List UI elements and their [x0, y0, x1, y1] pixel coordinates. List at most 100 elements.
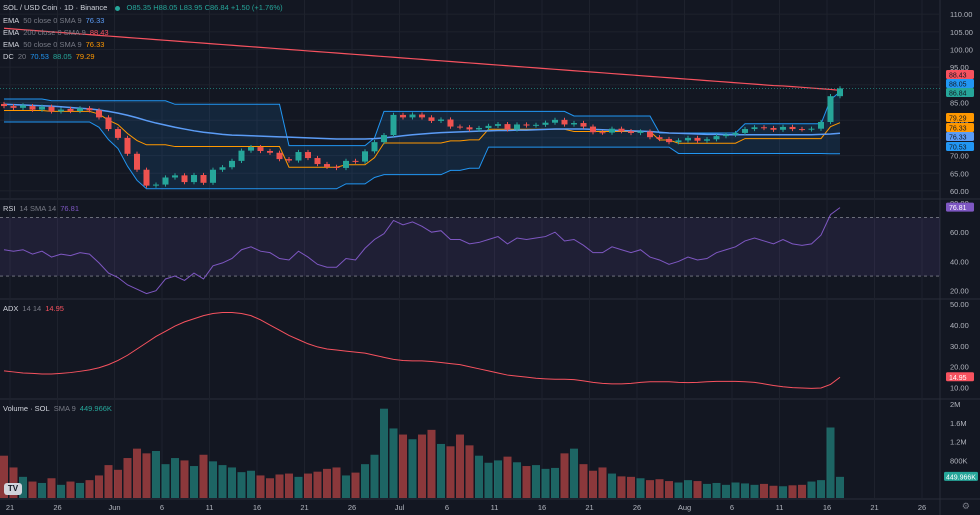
price-badge — [946, 70, 974, 79]
time-tick-label: 11 — [206, 503, 214, 512]
adx-badge — [946, 372, 974, 382]
volume-bar — [313, 471, 322, 498]
volume-bar — [418, 434, 426, 498]
volume-bar — [475, 455, 483, 498]
candle-body — [181, 175, 188, 183]
candle-body — [637, 131, 644, 133]
gear-icon[interactable]: ⚙ — [961, 501, 970, 511]
legend-ema-200[interactable]: EMA 200 close 0 SMA 9 88.43 — [3, 28, 113, 38]
volume-bar — [247, 470, 255, 498]
time-axis[interactable]: 21 26 Jun 6 11 16 21 26 Jul 6 11 16 21 26 Aug 6 11 16 21 26 — [6, 503, 926, 512]
volume-bar — [399, 434, 407, 498]
volume-bar — [646, 480, 654, 498]
candle-body — [799, 129, 805, 131]
time-tick-label: Jul — [395, 503, 405, 512]
legend-value-upper: 88.05 — [52, 52, 72, 61]
volume-bar — [551, 467, 559, 498]
volume-bar — [532, 465, 540, 498]
volume-bar — [674, 482, 683, 498]
legend-name: EMA — [3, 28, 20, 37]
candle-body — [1, 103, 7, 107]
volume-bar — [731, 482, 740, 498]
volume-badge — [944, 471, 978, 481]
candle-body — [552, 119, 558, 123]
candle-body — [523, 124, 530, 126]
rsi-pane[interactable] — [0, 207, 940, 295]
candle-body — [837, 88, 843, 97]
price-badge — [946, 113, 974, 122]
volume-bar — [19, 476, 27, 498]
volume-bar — [76, 482, 84, 498]
candle-body — [371, 142, 378, 152]
ema-200-line — [3, 27, 841, 92]
volume-bar — [361, 464, 369, 498]
time-tick-label: 16 — [253, 503, 261, 512]
symbol-title[interactable]: SOL / USD Coin · 1D · Binance — [3, 3, 108, 12]
time-tick-label: 11 — [491, 503, 499, 512]
price-axis[interactable]: 60.0065.0070.0075.0080.0085.0090.0095.00… — [944, 10, 978, 481]
candle-body — [48, 106, 55, 112]
legend-rsi[interactable]: RSI 14 SMA 14 76.81 — [3, 204, 83, 214]
legend-ema-50[interactable]: EMA 50 close 0 SMA 9 76.33 — [3, 16, 108, 26]
candle-body — [808, 128, 815, 130]
volume-bar — [408, 439, 417, 498]
price-pane[interactable] — [0, 27, 940, 190]
ohlc-change: +1.50 (+1.76%) — [230, 3, 283, 12]
candle-body — [827, 96, 834, 122]
candle-body — [134, 153, 140, 170]
candle-body — [761, 127, 767, 129]
candle-body — [267, 150, 273, 153]
volume-bar — [437, 443, 445, 498]
rsi-tick-label: 40.00 — [950, 257, 969, 266]
volume-tick-label: 800K — [950, 456, 968, 465]
legend-ema-50b[interactable]: EMA 50 close 0 SMA 9 76.33 — [3, 40, 108, 50]
time-tick-label: 26 — [53, 503, 61, 512]
market-status-icon — [115, 5, 121, 11]
price-badge-label: 88.43 — [949, 73, 967, 80]
volume-bar — [693, 481, 702, 498]
volume-bar — [617, 476, 626, 498]
volume-bar — [66, 481, 75, 498]
legend-name: RSI — [3, 204, 16, 213]
candle-body — [438, 119, 444, 121]
tradingview-logo[interactable]: TV — [4, 483, 22, 495]
candle-body — [466, 127, 473, 130]
legend-name: DC — [3, 52, 14, 61]
volume-bar — [294, 476, 303, 498]
volume-bar — [541, 468, 550, 498]
adx-pane[interactable] — [3, 312, 841, 389]
price-tick-label: 70.00 — [950, 152, 969, 161]
ema-50-line — [3, 103, 841, 140]
rsi-tick-label: 20.00 — [950, 287, 969, 296]
time-tick-label: Aug — [678, 503, 691, 512]
price-tick-label: 65.00 — [950, 169, 969, 178]
legend-donchian[interactable]: DC 20 70.53 88.05 79.29 — [3, 52, 99, 62]
volume-bar — [237, 472, 246, 498]
adx-line — [3, 312, 841, 389]
legend-volume[interactable]: Volume · SOL SMA 9 449.966K — [3, 404, 116, 414]
volume-bar — [47, 478, 56, 498]
candle-body — [618, 128, 625, 132]
candle-body — [409, 114, 416, 118]
volume-bar — [9, 467, 18, 498]
volume-bar — [323, 468, 331, 498]
rsi-badge-label: 76.81 — [949, 205, 967, 212]
volume-bar — [836, 476, 844, 498]
price-badge-label: 70.53 — [949, 145, 967, 152]
candle-body — [818, 121, 824, 129]
volume-pane[interactable] — [0, 408, 844, 498]
volume-bar — [256, 475, 265, 498]
time-tick-label: 16 — [538, 503, 546, 512]
volume-badge-label: 449.966K — [946, 474, 976, 481]
time-tick-label: 6 — [730, 503, 734, 512]
price-badge — [946, 79, 974, 88]
candle-body — [362, 151, 368, 162]
donchian-basis-line — [4, 109, 841, 168]
candle-body — [162, 177, 169, 185]
candle-body — [172, 175, 178, 178]
time-tick-label: Jun — [108, 503, 120, 512]
legend-adx[interactable]: ADX 14 14 14.95 — [3, 304, 68, 314]
volume-bar — [104, 465, 113, 498]
symbol-header[interactable]: SOL / USD Coin · 1D · Binance O85.35 H88… — [3, 3, 283, 12]
